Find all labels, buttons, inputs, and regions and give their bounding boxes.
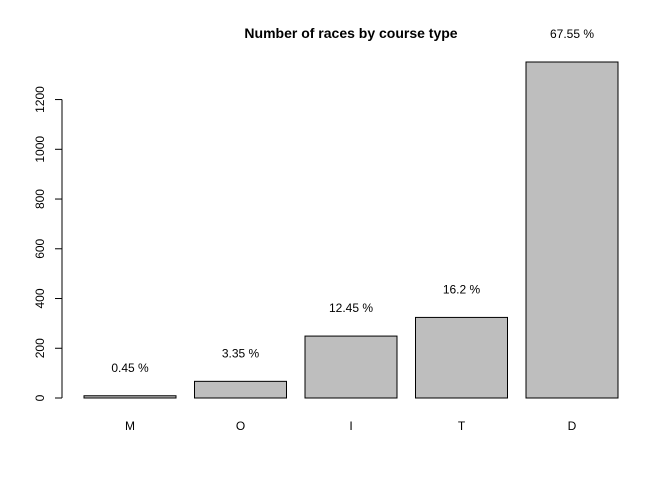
y-tick-label: 400	[33, 288, 47, 308]
data-label-D: 67.55 %	[550, 27, 594, 41]
bar-M	[83, 395, 177, 399]
data-label-I: 12.45 %	[329, 301, 373, 315]
bar-T	[415, 316, 508, 399]
category-label-D: D	[568, 419, 577, 433]
chart-title: Number of races by course type	[244, 25, 457, 41]
y-tick-label: 0	[33, 394, 47, 401]
data-label-O: 3.35 %	[222, 346, 260, 360]
bar-O	[194, 380, 287, 399]
y-tick-label: 600	[33, 238, 47, 258]
category-label-O: O	[236, 419, 245, 433]
bars	[83, 61, 619, 399]
y-tick-label: 200	[33, 338, 47, 358]
y-tick-label: 1000	[33, 136, 47, 163]
category-label-M: M	[125, 419, 135, 433]
category-label-I: I	[349, 419, 352, 433]
y-axis: 0 200 400 600 800 1000 1200	[33, 86, 63, 401]
y-tick-label: 800	[33, 189, 47, 209]
data-label-T: 16.2 %	[443, 282, 481, 296]
category-label-T: T	[458, 419, 466, 433]
y-tick-label: 1200	[33, 86, 47, 113]
data-labels: 0.45 % 3.35 % 12.45 % 16.2 % 67.55 %	[111, 27, 594, 375]
bar-I	[304, 335, 398, 399]
data-label-M: 0.45 %	[111, 361, 149, 375]
bar-D	[525, 61, 619, 399]
